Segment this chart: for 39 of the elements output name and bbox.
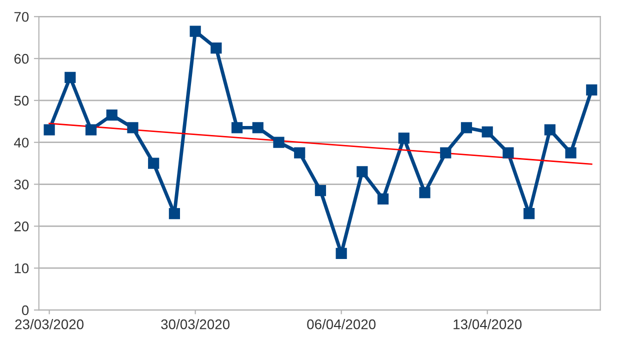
point [502, 147, 514, 158]
y-tick-label: 60 [14, 54, 29, 64]
x-tick-label: 30/03/2020 [161, 319, 230, 330]
point [294, 147, 306, 158]
y-tick-label: 40 [14, 138, 29, 148]
point [440, 147, 452, 158]
point [460, 122, 472, 134]
point [419, 187, 430, 198]
point [44, 124, 55, 136]
point [586, 84, 598, 96]
point [168, 208, 180, 220]
point [544, 124, 556, 136]
x-tick-label: 06/04/2020 [307, 319, 376, 330]
point [336, 248, 347, 259]
y-tick-label: 50 [14, 96, 29, 106]
point [356, 166, 368, 178]
point [106, 110, 118, 121]
y-tick-label: 20 [14, 222, 29, 232]
x-tick-label: 13/04/2020 [454, 319, 522, 330]
y-tick-label: 10 [14, 263, 29, 274]
point [127, 122, 138, 134]
y-tick-label: 0 [22, 305, 29, 316]
point [148, 158, 160, 169]
point [482, 126, 493, 138]
point [314, 185, 326, 196]
point [64, 72, 76, 83]
y-tick-label: 70 [14, 12, 29, 22]
point [210, 42, 222, 54]
point [252, 122, 264, 134]
point [85, 124, 97, 136]
point [398, 132, 410, 144]
y-tick-label: 30 [14, 180, 29, 190]
point [231, 122, 243, 134]
point [273, 136, 284, 148]
point [378, 193, 389, 204]
point [190, 26, 201, 37]
point [565, 147, 576, 158]
point [524, 208, 535, 220]
x-tick-label: 23/03/2020 [15, 319, 84, 330]
